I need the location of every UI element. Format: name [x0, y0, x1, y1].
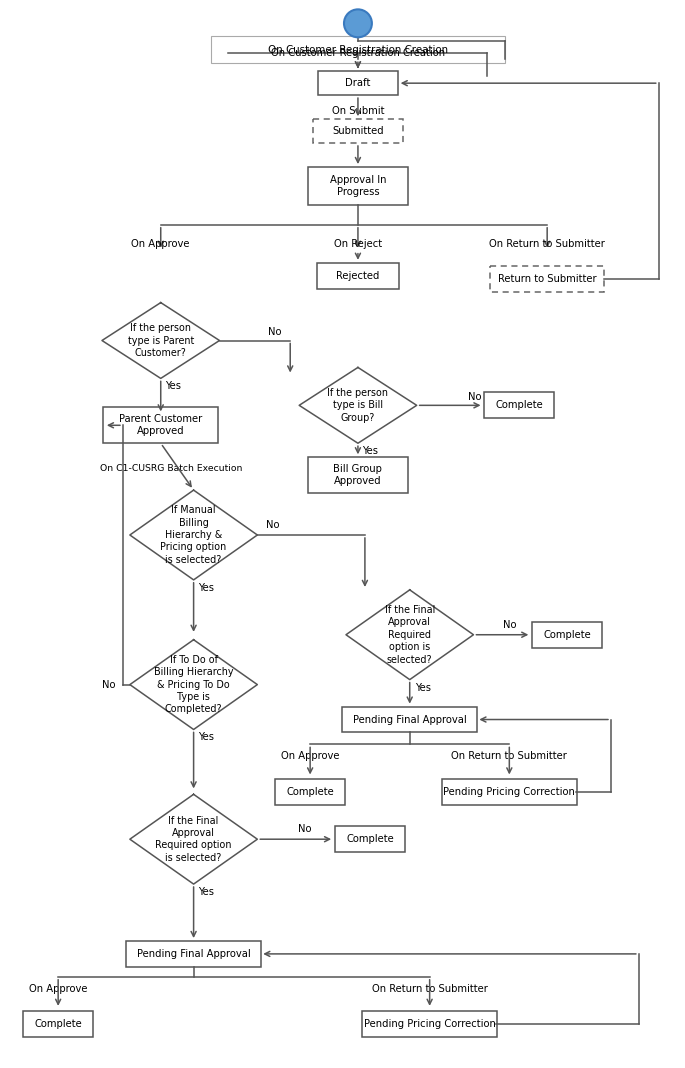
Text: Approval In
Progress: Approval In Progress: [329, 175, 386, 198]
FancyBboxPatch shape: [318, 72, 398, 95]
Text: On Return to Submitter: On Return to Submitter: [372, 984, 488, 994]
Text: Complete: Complete: [34, 1019, 82, 1028]
Text: If the Final
Approval
Required option
is selected?: If the Final Approval Required option is…: [155, 816, 232, 863]
FancyBboxPatch shape: [23, 1010, 93, 1037]
Text: Yes: Yes: [199, 583, 214, 593]
Text: No: No: [299, 824, 312, 834]
Text: Complete: Complete: [346, 834, 394, 844]
Text: Pending Pricing Correction: Pending Pricing Correction: [364, 1019, 495, 1028]
Text: On Reject: On Reject: [334, 239, 382, 249]
FancyBboxPatch shape: [317, 263, 399, 288]
Text: No: No: [503, 619, 516, 630]
FancyBboxPatch shape: [275, 780, 345, 805]
Text: If the person
type is Parent
Customer?: If the person type is Parent Customer?: [127, 324, 194, 358]
Text: On Approve: On Approve: [132, 239, 190, 249]
Text: On Return to Submitter: On Return to Submitter: [489, 239, 605, 249]
FancyBboxPatch shape: [210, 36, 506, 63]
FancyBboxPatch shape: [103, 407, 218, 443]
Text: Return to Submitter: Return to Submitter: [498, 273, 597, 284]
FancyBboxPatch shape: [308, 457, 408, 493]
FancyBboxPatch shape: [308, 167, 408, 205]
Text: Pending Pricing Correction: Pending Pricing Correction: [443, 787, 575, 798]
Text: If To Do of
Billing Hierarchy
& Pricing To Do
Type is
Completed?: If To Do of Billing Hierarchy & Pricing …: [154, 655, 234, 714]
Text: No: No: [102, 679, 116, 690]
Text: If Manual
Billing
Hierarchy &
Pricing option
is selected?: If Manual Billing Hierarchy & Pricing op…: [160, 505, 227, 565]
FancyBboxPatch shape: [532, 622, 602, 647]
Text: Yes: Yes: [164, 381, 181, 391]
Text: Yes: Yes: [199, 733, 214, 742]
Text: On Approve: On Approve: [281, 752, 339, 761]
FancyBboxPatch shape: [342, 707, 477, 733]
FancyBboxPatch shape: [362, 1010, 497, 1037]
Text: On Customer Registration Creation: On Customer Registration Creation: [271, 48, 445, 59]
Text: Complete: Complete: [286, 787, 334, 798]
Text: Yes: Yes: [199, 888, 214, 897]
FancyBboxPatch shape: [313, 119, 403, 143]
Text: Complete: Complete: [495, 400, 543, 410]
Text: Pending Final Approval: Pending Final Approval: [137, 948, 251, 959]
FancyBboxPatch shape: [442, 780, 577, 805]
Text: Yes: Yes: [414, 682, 431, 693]
Text: On Submit: On Submit: [332, 106, 384, 116]
Text: On Approve: On Approve: [29, 984, 88, 994]
Text: Parent Customer
Approved: Parent Customer Approved: [119, 414, 202, 437]
Text: On Customer Registration Creation: On Customer Registration Creation: [268, 45, 448, 56]
Text: No: No: [268, 327, 281, 336]
FancyBboxPatch shape: [126, 941, 261, 967]
FancyBboxPatch shape: [490, 266, 604, 292]
Text: Pending Final Approval: Pending Final Approval: [353, 714, 466, 724]
Text: If the Final
Approval
Required
option is
selected?: If the Final Approval Required option is…: [384, 604, 435, 664]
Text: Draft: Draft: [345, 78, 371, 89]
Text: Yes: Yes: [362, 446, 378, 456]
Text: Bill Group
Approved: Bill Group Approved: [334, 464, 382, 486]
Text: Submitted: Submitted: [332, 126, 384, 136]
Text: No: No: [266, 520, 279, 530]
Text: On Return to Submitter: On Return to Submitter: [451, 752, 567, 761]
FancyBboxPatch shape: [484, 392, 554, 419]
Text: If the person
type is Bill
Group?: If the person type is Bill Group?: [327, 388, 388, 423]
Text: Complete: Complete: [543, 630, 591, 640]
Circle shape: [344, 10, 372, 37]
Text: Rejected: Rejected: [336, 270, 379, 281]
Text: No: No: [468, 392, 482, 403]
FancyBboxPatch shape: [335, 827, 405, 852]
Text: On C1-CUSRG Batch Execution: On C1-CUSRG Batch Execution: [99, 464, 242, 473]
